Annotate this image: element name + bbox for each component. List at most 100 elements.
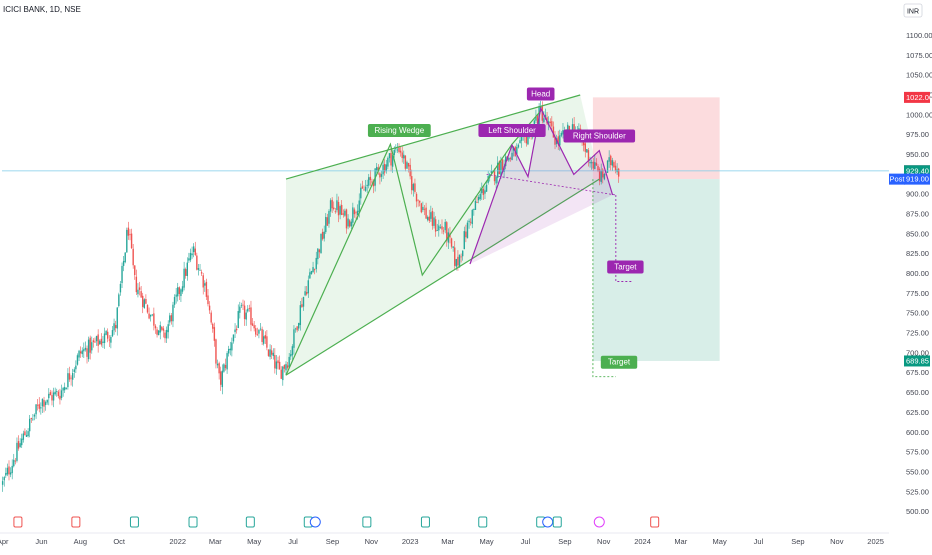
candle-body: [111, 330, 114, 337]
candle-body: [24, 431, 26, 436]
candle-body: [337, 202, 340, 216]
candle-body: [352, 207, 354, 223]
candle-body: [608, 157, 610, 162]
candle-body: [344, 210, 346, 216]
y-tick-label: 825.00: [906, 249, 929, 258]
candle-body: [210, 312, 212, 323]
candle-body: [554, 136, 556, 145]
candle-body: [551, 121, 553, 127]
candle-body: [79, 351, 82, 354]
candle-body: [226, 353, 228, 370]
candle-body: [1, 481, 4, 485]
candle-body: [573, 124, 575, 135]
candle-body: [376, 166, 378, 171]
candle-body: [261, 329, 263, 342]
candle-body: [263, 336, 265, 344]
candle-body: [6, 467, 9, 475]
currency-label[interactable]: INR: [907, 9, 919, 16]
candle-body: [154, 325, 157, 329]
candle-body: [426, 217, 429, 220]
candle-body: [280, 369, 282, 379]
candle-body: [366, 184, 368, 187]
candle-body: [87, 339, 90, 360]
earnings-marker: [129, 516, 139, 528]
candle-body: [258, 329, 260, 334]
y-tick-label: 525.00: [906, 487, 929, 496]
candle-body: [290, 354, 292, 357]
y-tick-label: 1100.00: [906, 31, 932, 40]
candle-body: [283, 365, 286, 369]
candle-body: [377, 167, 380, 172]
candle-body: [27, 431, 29, 436]
price-axis-bg: [890, 0, 932, 550]
candle-body: [320, 233, 322, 254]
candle-body: [60, 390, 63, 398]
x-tick-label: 2022: [169, 537, 186, 546]
candle-body: [223, 364, 225, 372]
candle-body: [110, 336, 112, 343]
candle-body: [46, 399, 48, 403]
candle-body: [71, 373, 74, 380]
wedge-upper-line: [285, 94, 581, 180]
candle-body: [331, 199, 333, 209]
candle-body: [250, 307, 252, 325]
annotation-label: Target: [614, 262, 637, 271]
candle-body: [592, 161, 594, 169]
target-arrow: [615, 194, 632, 282]
candle-body: [388, 153, 391, 159]
candle-body: [3, 477, 5, 481]
candle-body: [54, 391, 56, 395]
annotation-label: Right Shoulder: [573, 132, 626, 141]
price-label-box: [904, 173, 930, 185]
candle-body: [140, 291, 142, 298]
candle-body: [38, 404, 40, 409]
currency-button[interactable]: INR: [903, 3, 923, 18]
candle-body: [278, 361, 281, 370]
candle-body: [501, 159, 504, 170]
candle-body: [75, 365, 77, 370]
candle-body: [248, 308, 251, 309]
candle-body: [403, 154, 405, 159]
candle-body: [65, 388, 68, 389]
x-tick-label: Nov: [597, 537, 611, 546]
candle-body: [433, 217, 435, 226]
candle-body: [557, 136, 559, 145]
candle-body: [307, 280, 309, 294]
candle-body: [323, 231, 325, 239]
candle-body: [485, 184, 488, 192]
candle-body: [145, 299, 147, 304]
candle-body: [159, 325, 161, 333]
candle-body: [132, 248, 134, 266]
price-label: 929.40: [906, 166, 929, 175]
candle-body: [146, 304, 149, 313]
candle-body: [466, 222, 469, 239]
candle-body: [415, 193, 418, 202]
candle-body: [434, 219, 437, 232]
y-tick-label: 875.00: [906, 210, 929, 219]
x-tick-label: Nov: [365, 537, 379, 546]
candle-body: [200, 272, 203, 274]
candle-body: [520, 136, 523, 141]
candle-body: [40, 407, 42, 409]
candle-body: [119, 283, 122, 293]
annotation-label: Target: [608, 358, 631, 367]
candle-body: [393, 149, 395, 155]
candle-body: [312, 267, 314, 273]
candle-body: [325, 216, 327, 233]
candle-body: [471, 209, 473, 225]
annotation-label-box: [526, 87, 555, 101]
x-tick-label: Sep: [326, 537, 339, 546]
x-tick-label: 2025: [867, 537, 884, 546]
candle-body: [594, 162, 596, 170]
candle-body: [245, 312, 247, 320]
candle-body: [181, 286, 184, 292]
candle-body: [441, 226, 443, 230]
candle-body: [525, 135, 528, 144]
candle-body: [234, 329, 236, 333]
candle-body: [68, 373, 71, 380]
candle-body: [559, 135, 561, 146]
candle-body: [587, 150, 590, 162]
candle-body: [431, 211, 434, 226]
